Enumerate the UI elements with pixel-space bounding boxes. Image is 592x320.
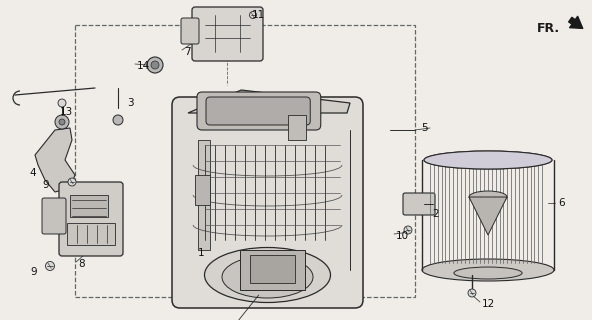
Circle shape [113,115,123,125]
Text: 11: 11 [252,10,265,20]
Text: 4: 4 [29,168,36,178]
Text: 10: 10 [396,231,409,241]
Text: 1: 1 [198,248,205,258]
FancyBboxPatch shape [206,97,310,125]
Text: 8: 8 [78,259,85,269]
Bar [198,140,210,250]
Polygon shape [35,128,75,192]
Bar [250,255,295,283]
FancyBboxPatch shape [192,7,263,61]
Text: 5: 5 [421,123,427,133]
Circle shape [46,261,54,270]
Circle shape [151,61,159,69]
Circle shape [404,226,412,234]
Text: 3: 3 [127,98,134,108]
Ellipse shape [454,267,522,279]
FancyArrowPatch shape [569,16,583,28]
FancyBboxPatch shape [59,182,123,256]
Circle shape [468,289,476,297]
Text: 9: 9 [42,180,49,190]
FancyBboxPatch shape [172,97,363,308]
Ellipse shape [222,256,313,298]
Text: 7: 7 [184,47,191,57]
Bar [195,175,210,205]
FancyBboxPatch shape [403,193,435,215]
Text: 6: 6 [558,198,565,208]
Circle shape [68,178,76,186]
Text: 12: 12 [482,299,496,309]
Text: 13: 13 [60,107,73,117]
FancyBboxPatch shape [42,198,66,234]
Text: 9: 9 [30,267,37,277]
Ellipse shape [424,151,552,169]
Circle shape [58,99,66,107]
Text: 2: 2 [432,209,439,219]
Ellipse shape [204,247,330,302]
Ellipse shape [424,151,552,169]
Bar [75,25,415,297]
Text: FR.: FR. [537,22,560,35]
Circle shape [147,57,163,73]
FancyBboxPatch shape [197,92,321,130]
Polygon shape [188,90,350,113]
Circle shape [59,119,65,125]
Text: 14: 14 [137,61,150,71]
Bar [67,223,115,245]
Polygon shape [469,197,507,235]
Ellipse shape [422,259,554,281]
Circle shape [249,12,256,19]
FancyBboxPatch shape [181,18,199,44]
Bar [240,250,305,290]
Bar [70,195,108,217]
Ellipse shape [469,191,507,203]
Bar [288,115,307,140]
Circle shape [55,115,69,129]
